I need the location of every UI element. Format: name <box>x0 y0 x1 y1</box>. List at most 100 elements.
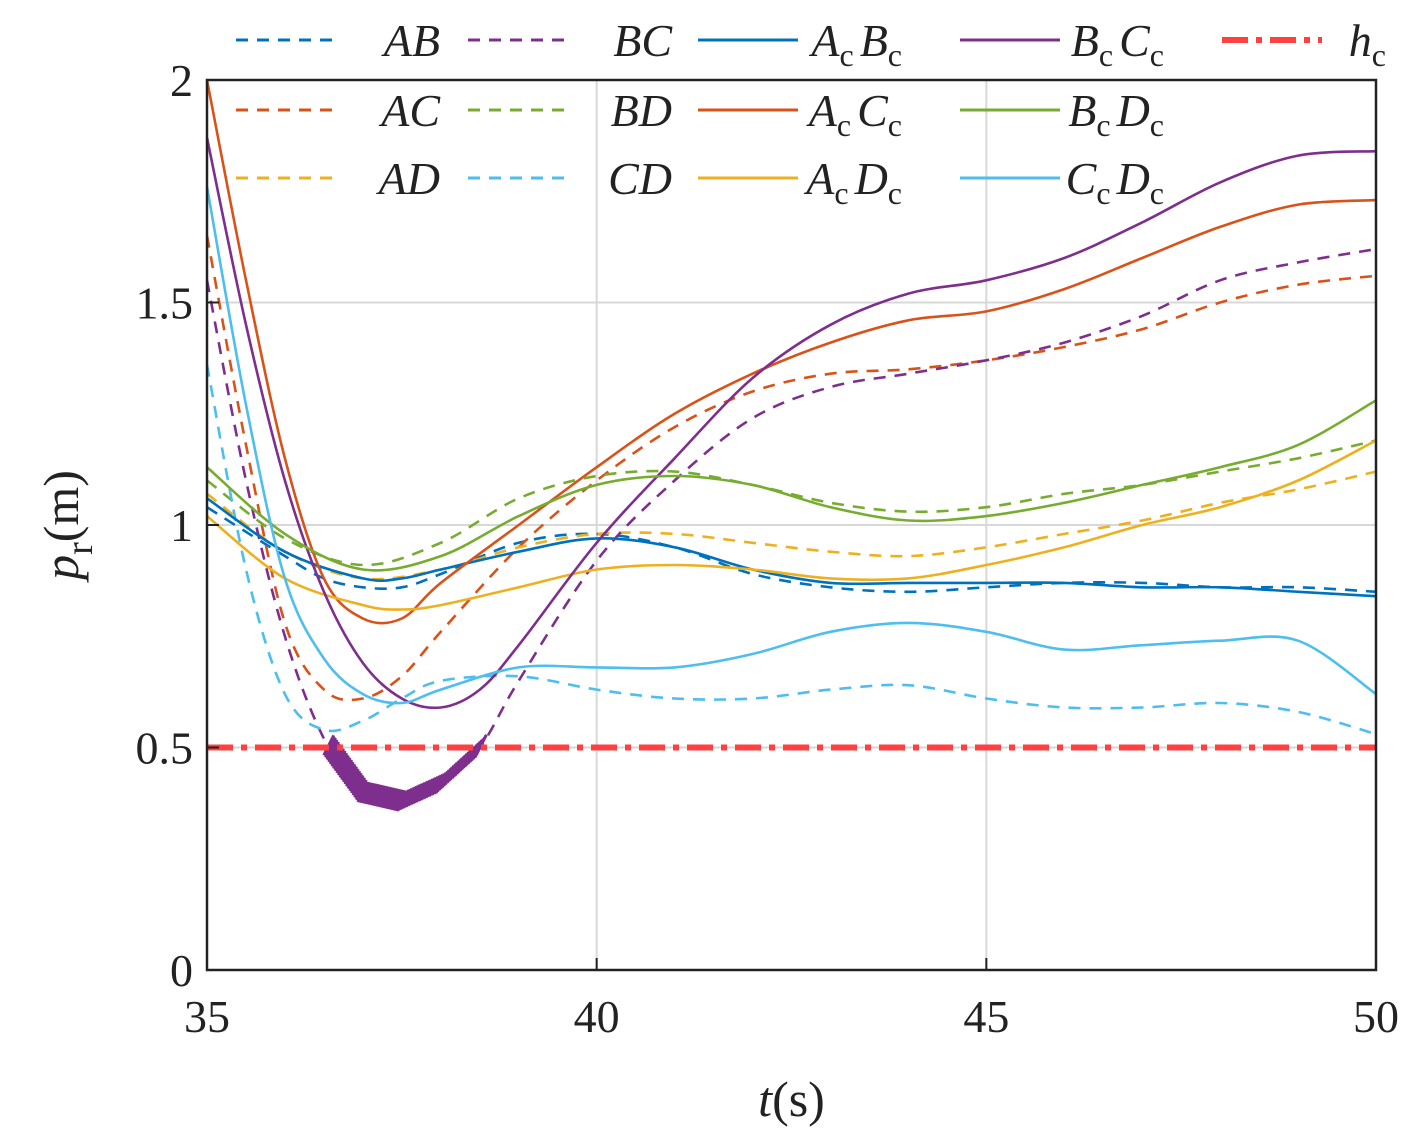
violation-mark <box>374 785 388 807</box>
violation-mark <box>346 767 360 790</box>
violation-mark <box>361 782 375 804</box>
violation-mark <box>385 788 399 810</box>
violation-mark <box>345 765 358 788</box>
legend-label: Bc Cc <box>1071 15 1164 73</box>
violation-mark <box>351 774 365 796</box>
violation-mark <box>372 785 386 807</box>
legend-label-sub: c <box>1150 37 1164 73</box>
legend-label: Ac Dc <box>803 153 902 211</box>
violation-mark <box>380 786 394 809</box>
legend-label-sub: c <box>888 175 902 211</box>
series-line-ccdc-solid <box>205 186 1377 705</box>
y-tick-label: 1.5 <box>136 278 194 329</box>
legend-label-sub: c <box>1096 107 1110 143</box>
violation-mark <box>327 741 340 763</box>
legend-label-sub: c <box>888 37 902 73</box>
violation-mark <box>348 770 362 792</box>
series-line-cd-dashed <box>205 364 1377 736</box>
series-line-bd-dashed <box>206 439 1377 567</box>
series-line-accc-solid <box>205 79 1377 625</box>
legend-label-sub: c <box>837 107 851 143</box>
series-line-bc-dashed <box>205 247 1377 803</box>
violation-mark <box>332 747 345 770</box>
legend-label-base: D <box>854 153 888 204</box>
legend-label-sub: c <box>1150 175 1164 211</box>
violation-mark <box>366 783 379 805</box>
violation-mark <box>356 781 370 803</box>
legend-label: BD <box>611 85 672 136</box>
grid-lines <box>206 79 1377 971</box>
legend-label-sub: c <box>839 37 853 73</box>
y-tick-label: 2 <box>170 55 193 106</box>
legend-label-sub: c <box>1099 37 1113 73</box>
y-tick-label: 1 <box>170 500 193 551</box>
violation-mark <box>367 783 381 806</box>
legend-label: BC <box>613 15 673 66</box>
legend-label-base: h <box>1349 15 1372 66</box>
legend-label: Cc Dc <box>1066 153 1164 211</box>
legend-label: Ac Cc <box>806 85 902 143</box>
x-tick-label: 45 <box>963 991 1009 1042</box>
violation-mark <box>393 789 407 812</box>
legend-label-base: C <box>857 85 889 136</box>
legend-label-sub: c <box>1096 175 1110 211</box>
x-tick-label: 35 <box>184 991 230 1042</box>
legend-label-base: B <box>1071 15 1099 66</box>
y-tick-label: 0 <box>170 945 193 996</box>
violation-mark <box>369 784 383 806</box>
violation-mark <box>359 782 373 804</box>
violation-mark <box>371 784 384 807</box>
series-line-ab-dashed <box>206 506 1377 594</box>
x-tick-label: 50 <box>1353 991 1399 1042</box>
legend-label-threshold: hc <box>1349 15 1386 73</box>
legend-label-base: B <box>860 15 888 66</box>
violation-mark <box>363 782 376 805</box>
y-axis-variable: p <box>33 555 89 583</box>
legend-label-sub: c <box>888 107 902 143</box>
violation-region <box>322 734 488 812</box>
legend-label-base: A <box>803 153 835 204</box>
y-axis-subscript: r <box>59 542 101 555</box>
series-lines <box>205 79 1377 803</box>
legend-label-base: D <box>1116 153 1150 204</box>
legend-label-base: D <box>1116 85 1150 136</box>
violation-mark <box>350 772 363 794</box>
legend-label: AB <box>381 15 440 66</box>
legend-label-base: A <box>808 15 840 66</box>
violation-mark <box>353 776 366 799</box>
series-line-acdc-solid <box>206 439 1377 611</box>
series-line-bccc-solid <box>205 137 1377 710</box>
violation-mark <box>340 759 353 781</box>
legend-label: AD <box>376 153 440 204</box>
violation-mark <box>388 788 402 811</box>
violation-mark <box>324 736 337 759</box>
series-line-ac-dashed <box>205 235 1377 702</box>
legend-label-base: C <box>1119 15 1151 66</box>
legend-label: Bc Dc <box>1068 85 1164 143</box>
legend-label: CD <box>608 153 672 204</box>
violation-mark <box>338 756 352 779</box>
x-tick-label: 40 <box>574 991 620 1042</box>
violation-mark <box>382 787 396 809</box>
violation-mark <box>384 787 397 809</box>
legend-label-sub: c <box>1150 107 1164 143</box>
legend-label-base: C <box>1066 153 1098 204</box>
violation-mark <box>341 761 355 783</box>
violation-mark <box>333 750 347 772</box>
violation-mark <box>325 739 339 761</box>
violation-mark <box>387 788 401 810</box>
legend-label-base: B <box>1068 85 1096 136</box>
x-axis-unit: (s) <box>772 1071 825 1127</box>
violation-mark <box>379 786 392 808</box>
x-axis-title: t(s) <box>758 1071 825 1127</box>
legend-label-sub: c <box>1372 37 1386 73</box>
violation-mark <box>392 789 405 811</box>
violation-mark <box>364 783 378 805</box>
violation-mark <box>376 785 389 808</box>
violation-mark <box>337 754 350 776</box>
violation-mark <box>377 786 391 808</box>
x-axis-variable: t <box>758 1071 773 1127</box>
violation-mark <box>354 779 368 801</box>
y-tick-label: 0.5 <box>136 723 194 774</box>
